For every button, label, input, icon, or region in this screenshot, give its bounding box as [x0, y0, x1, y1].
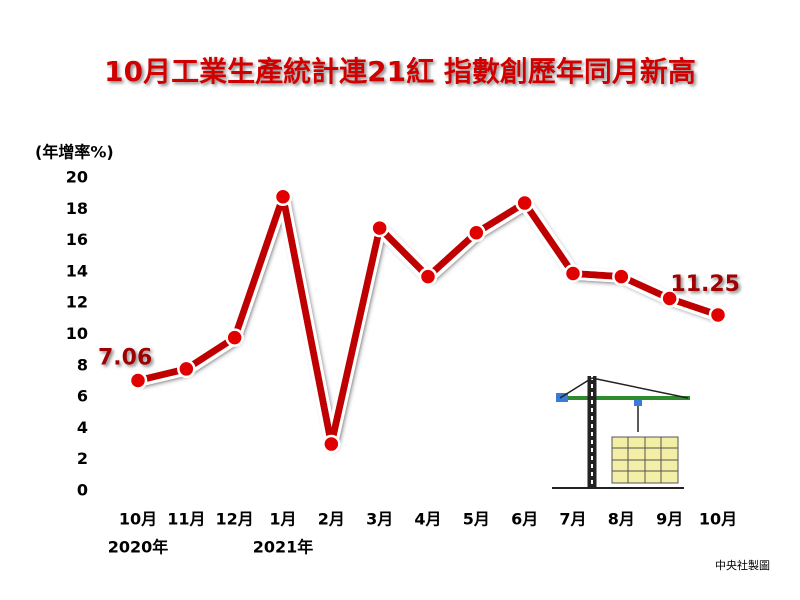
x-tick-label: 7月 — [559, 510, 586, 529]
x-tick-label: 5月 — [463, 510, 490, 529]
value-label: 11.25 — [670, 272, 740, 297]
point — [128, 371, 148, 390]
y-tick-label: 2 — [77, 449, 88, 468]
y-tick-label: 8 — [77, 355, 88, 374]
x-tick-label: 10月 — [119, 510, 157, 529]
y-tick-label: 6 — [77, 387, 88, 406]
y-tick-label: 0 — [77, 481, 88, 500]
chart-title: 10月工業生產統計連21紅 指數創歷年同月新高 — [104, 55, 696, 88]
point — [225, 328, 244, 347]
x-tick-label: 6月 — [511, 510, 538, 529]
value-label: 7.06 — [98, 346, 152, 371]
y-tick-label: 4 — [77, 418, 88, 437]
y-tick-label: 10 — [66, 324, 88, 343]
point — [370, 218, 389, 238]
x-tick-label: 8月 — [608, 510, 635, 529]
y-axis-label: (年增率%) — [35, 143, 114, 162]
x-tick-label: 9月 — [656, 510, 683, 529]
x-tick-label: 4月 — [414, 510, 441, 529]
y-tick-label: 14 — [66, 261, 88, 280]
x-group-label: 2020年 — [108, 538, 169, 557]
y-tick-label: 16 — [66, 230, 88, 249]
point — [322, 434, 341, 454]
point — [418, 267, 438, 286]
series-line — [137, 193, 720, 448]
point — [467, 223, 486, 243]
x-tick-label: 10月 — [699, 510, 737, 529]
source: 中央社製圖 — [715, 558, 770, 572]
x-tick-label: 3月 — [366, 510, 393, 529]
point — [660, 289, 679, 308]
x-group-label: 2021年 — [253, 538, 314, 557]
x-tick-label: 1月 — [269, 510, 296, 529]
point — [708, 305, 728, 325]
point — [515, 193, 534, 213]
x-tick-label: 2月 — [318, 510, 345, 529]
x-tick-label: 12月 — [216, 510, 254, 529]
point — [273, 187, 293, 207]
y-tick-label: 12 — [66, 293, 88, 312]
y-tick-label: 20 — [66, 168, 88, 187]
y-tick-label: 18 — [66, 199, 88, 218]
point — [612, 267, 631, 286]
crane-illustration — [552, 376, 690, 489]
point — [177, 359, 196, 379]
point — [563, 264, 583, 283]
x-tick-label: 11月 — [167, 510, 205, 529]
